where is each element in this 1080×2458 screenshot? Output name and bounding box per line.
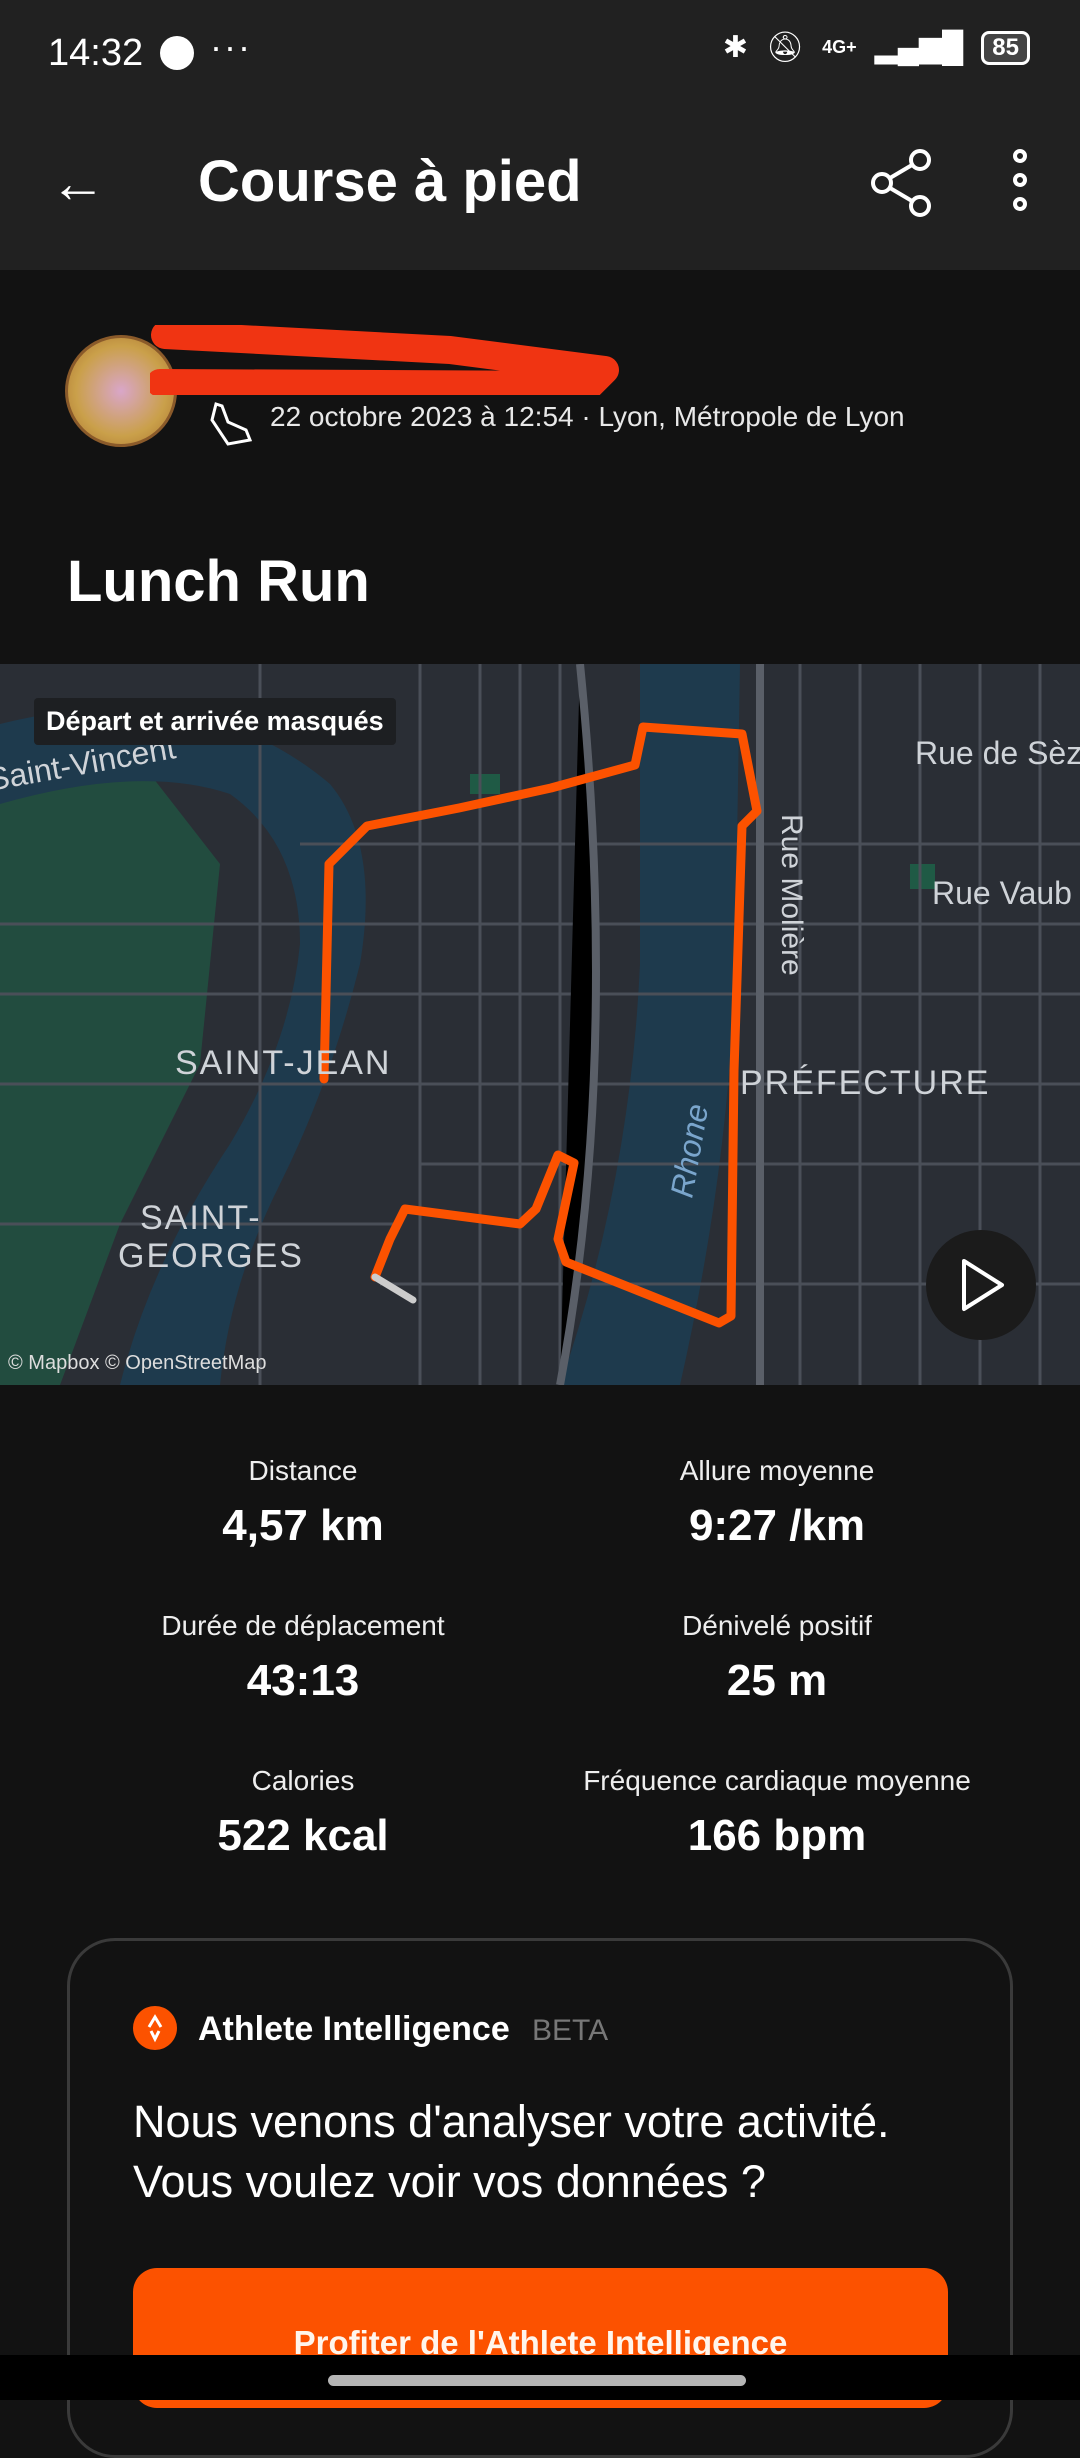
redaction-scribble bbox=[150, 325, 619, 395]
map-parks bbox=[0, 774, 935, 1385]
stat-value: 9:27 /km bbox=[688, 1501, 866, 1550]
gesture-handle[interactable] bbox=[328, 2375, 746, 2386]
route-line bbox=[319, 722, 762, 1328]
network-label: 4G+ bbox=[822, 37, 857, 57]
stat-distance: Distance 4,57 km bbox=[53, 1455, 553, 1551]
play-icon bbox=[962, 1259, 1004, 1311]
stat-heart-rate: Fréquence cardiaque moyenne 166 bpm bbox=[527, 1765, 1027, 1861]
map-label-saint-georges-1: SAINT- bbox=[140, 1199, 262, 1237]
stat-label: Allure moyenne bbox=[679, 1455, 875, 1486]
messenger-icon bbox=[160, 36, 194, 70]
back-arrow-icon[interactable]: ← bbox=[50, 151, 106, 214]
map-attribution[interactable]: © Mapbox © OpenStreetMap bbox=[8, 1352, 267, 1374]
page-title: Course à pied bbox=[198, 149, 582, 214]
status-icons: ✱ 🔕︎ 4G+ ▂▄▆█ 85 bbox=[723, 30, 1030, 65]
stat-value: 43:13 bbox=[246, 1656, 360, 1705]
signal-icon: ▂▄▆█ bbox=[874, 31, 964, 64]
battery-icon: 85 bbox=[981, 30, 1030, 65]
athlete-intelligence-title: Athlete Intelligence bbox=[198, 2010, 510, 2048]
stat-label: Durée de déplacement bbox=[161, 1610, 445, 1641]
map-label-prefecture: PRÉFECTURE bbox=[740, 1064, 990, 1102]
status-time: 14:32 bbox=[48, 32, 144, 74]
bluetooth-icon: ✱ bbox=[722, 31, 749, 64]
stat-label: Distance bbox=[248, 1455, 358, 1486]
privacy-badge: Départ et arrivée masqués bbox=[34, 698, 396, 745]
stat-label: Fréquence cardiaque moyenne bbox=[583, 1765, 971, 1796]
stat-value: 166 bpm bbox=[687, 1811, 867, 1860]
map-label-rue-seze: Rue de Sèze bbox=[915, 735, 1080, 771]
more-options-icon[interactable] bbox=[1005, 148, 1035, 223]
stat-value: 522 kcal bbox=[217, 1811, 389, 1860]
stat-calories: Calories 522 kcal bbox=[53, 1765, 553, 1861]
map-label-saint-jean: SAINT-JEAN bbox=[175, 1044, 391, 1082]
activity-name: Lunch Run bbox=[67, 549, 370, 614]
share-icon[interactable] bbox=[870, 148, 934, 223]
more-notifications-icon: ··· bbox=[210, 26, 252, 67]
athlete-intelligence-message: Nous venons d'analyser votre activité. V… bbox=[133, 2096, 890, 2207]
play-flyover-button[interactable] bbox=[926, 1230, 1036, 1340]
map-label-rue-vaub: Rue Vaub bbox=[932, 875, 1072, 911]
stat-value: 25 m bbox=[726, 1656, 828, 1705]
running-shoe-icon bbox=[210, 402, 253, 446]
route-map[interactable]: Saint-Vincent SAINT-JEAN SAINT- GEORGES … bbox=[0, 664, 1080, 1385]
stat-elevation: Dénivelé positif 25 m bbox=[527, 1610, 1027, 1706]
map-label-saint-georges-2: GEORGES bbox=[118, 1237, 304, 1275]
athlete-intelligence-logo-icon bbox=[133, 2006, 177, 2050]
activity-meta: 22 octobre 2023 à 12:54 · Lyon, Métropol… bbox=[270, 401, 905, 432]
map-label-rue-moliere: Rue Molière bbox=[775, 814, 808, 976]
beta-badge: BETA bbox=[532, 2014, 609, 2047]
mute-icon: 🔕︎ bbox=[766, 31, 805, 64]
stat-pace: Allure moyenne 9:27 /km bbox=[527, 1455, 1027, 1551]
stat-moving-time: Durée de déplacement 43:13 bbox=[53, 1610, 553, 1706]
route-masked-segment bbox=[371, 1273, 417, 1304]
stat-label: Dénivelé positif bbox=[682, 1610, 872, 1641]
stat-label: Calories bbox=[251, 1765, 355, 1796]
stat-value: 4,57 km bbox=[222, 1501, 384, 1550]
